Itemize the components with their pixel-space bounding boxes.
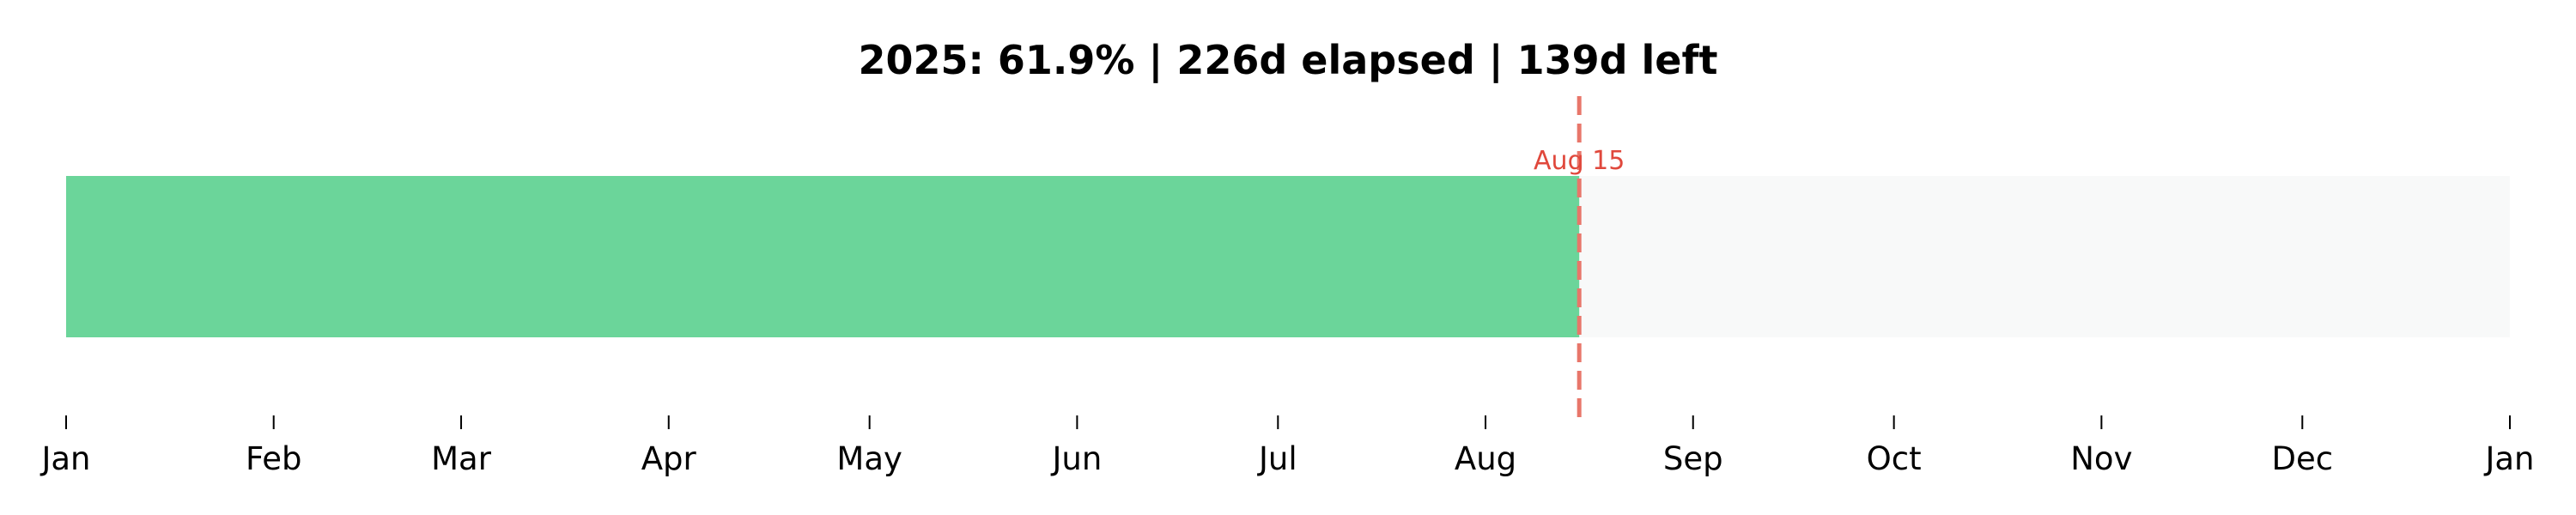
x-tick-label: Apr bbox=[641, 440, 697, 477]
x-tick-label: Jul bbox=[1257, 440, 1297, 477]
x-tick-label: Jun bbox=[1050, 440, 1102, 477]
x-tick-label: Aug bbox=[1455, 440, 1516, 477]
x-tick-label: Mar bbox=[431, 440, 492, 477]
x-tick-label: Feb bbox=[246, 440, 302, 477]
x-tick-label: Sep bbox=[1663, 440, 1723, 477]
chart-title: 2025: 61.9% | 226d elapsed | 139d left bbox=[858, 37, 1717, 84]
x-tick-label: Jan bbox=[39, 440, 90, 477]
x-axis-ticks: Jan Feb Mar Apr May Jun Jul Aug Sep Oct Nov Dec Jan bbox=[39, 415, 2535, 477]
x-tick-label: Jan bbox=[2483, 440, 2534, 477]
x-tick-label: Oct bbox=[1867, 440, 1922, 477]
today-marker-label: Aug 15 bbox=[1534, 146, 1625, 176]
remaining-bar bbox=[1579, 176, 2510, 337]
x-tick-label: May bbox=[836, 440, 902, 477]
x-tick-label: Dec bbox=[2271, 440, 2333, 477]
x-tick-label: Nov bbox=[2070, 440, 2132, 477]
elapsed-bar bbox=[66, 176, 1580, 337]
